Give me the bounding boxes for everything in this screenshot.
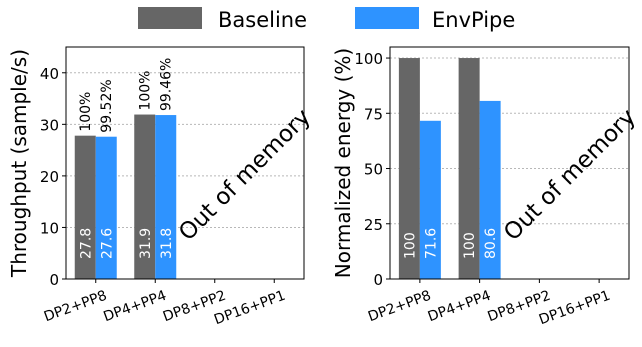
bar-value-label: 100 — [402, 232, 418, 259]
throughput-chart: 0 10 20 30 40 27.8 100% 27.6 99.52% DP2+PP8 31.9 10… — [7, 46, 316, 328]
y-tick-label: 0 — [373, 271, 383, 289]
bar-percent-label: 99.52% — [99, 79, 115, 132]
bar-value-label: 31.8 — [159, 228, 175, 259]
y-tick-label: 100 — [354, 50, 383, 68]
x-tick-label: DP4+PP4 — [426, 288, 493, 326]
plot-frame — [65, 46, 305, 280]
bar-value-label: 31.9 — [138, 228, 154, 259]
legend-swatch-baseline — [138, 7, 202, 29]
y-tick-label: 20 — [40, 168, 59, 186]
bar-percent-label: 100% — [138, 71, 154, 111]
y-tick-label: 30 — [40, 116, 59, 134]
y-tick-label: 50 — [364, 161, 383, 179]
bar-percent-label: 100% — [78, 92, 94, 132]
legend: Baseline EnvPipe — [138, 7, 515, 32]
y-tick-label: 25 — [364, 216, 383, 234]
bar-value-label: 100 — [462, 232, 478, 259]
x-tick-label: DP2+PP8 — [42, 288, 109, 325]
bar-envpipe — [95, 136, 117, 279]
y-tick-label: 0 — [49, 271, 59, 289]
legend-label-envpipe: EnvPipe — [432, 8, 515, 32]
bar-baseline — [134, 114, 156, 279]
bar-envpipe — [419, 120, 441, 279]
bar-value-label: 27.6 — [99, 228, 115, 259]
bar-value-label: 71.6 — [423, 228, 439, 259]
y-tick-label: 40 — [40, 65, 59, 83]
bar-envpipe — [155, 115, 177, 279]
x-tick-label: DP2+PP8 — [366, 288, 433, 325]
legend-label-baseline: Baseline — [218, 8, 307, 32]
bar-baseline — [74, 135, 96, 279]
bar-value-label: 80.6 — [483, 228, 499, 259]
bar-value-label: 27.8 — [78, 228, 94, 259]
out-of-memory-annotation: Out of memory — [174, 104, 316, 246]
out-of-memory-annotation: Out of memory — [499, 104, 641, 246]
y-axis-label: Normalized energy (%) — [331, 48, 355, 278]
bar-envpipe — [479, 100, 501, 279]
y-tick-label: 75 — [364, 105, 383, 123]
bar-baseline — [458, 58, 480, 279]
legend-swatch-envpipe — [355, 7, 419, 29]
plot-frame — [389, 46, 630, 280]
bar-baseline — [398, 58, 420, 279]
x-tick-label: DP4+PP4 — [101, 288, 168, 326]
y-tick-label: 10 — [40, 219, 59, 237]
bar-percent-label: 99.46% — [159, 58, 175, 111]
y-axis-label: Throughput (sample/s) — [7, 49, 31, 278]
